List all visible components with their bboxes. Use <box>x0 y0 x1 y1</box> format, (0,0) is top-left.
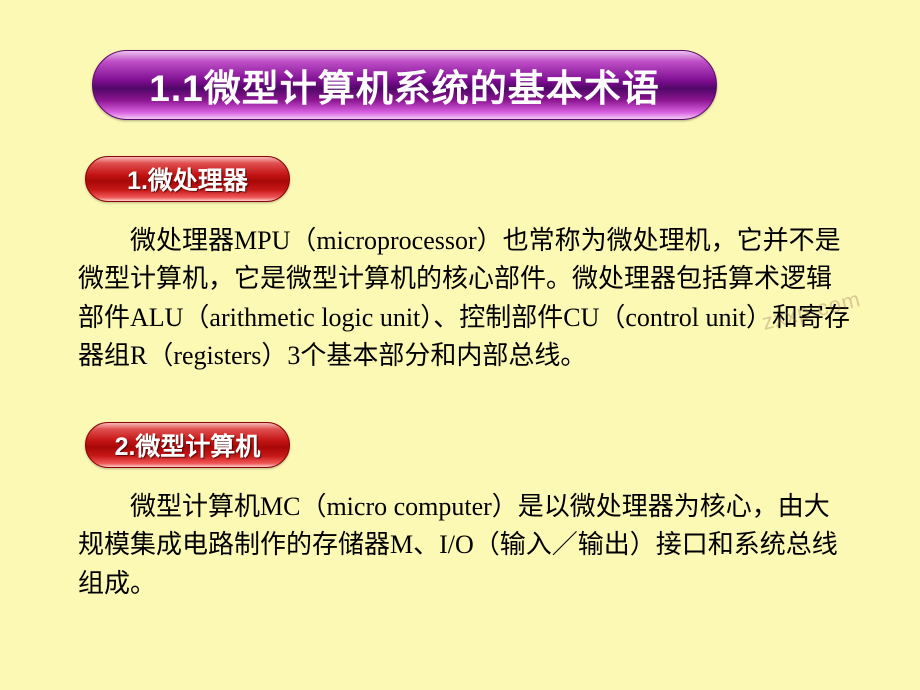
section-heading-2: 2.微型计算机 <box>85 422 290 468</box>
section-heading-2-text: 2.微型计算机 <box>115 427 261 463</box>
section-body-1-text: 微处理器MPU（microprocessor）也常称为微处理机，它并不是微型计算… <box>78 226 850 370</box>
title-banner: 1.1微型计算机系统的基本术语 <box>92 50 717 120</box>
section-body-2-text: 微型计算机MC（micro computer）是以微处理器为核心，由大规模集成电… <box>78 492 838 598</box>
section-heading-1: 1.微处理器 <box>85 156 290 202</box>
section-body-2: 微型计算机MC（micro computer）是以微处理器为核心，由大规模集成电… <box>78 488 850 603</box>
title-text: 1.1微型计算机系统的基本术语 <box>149 58 659 112</box>
section-body-1: 微处理器MPU（microprocessor）也常称为微处理机，它并不是微型计算… <box>78 222 850 376</box>
section-heading-1-text: 1.微处理器 <box>127 161 248 197</box>
